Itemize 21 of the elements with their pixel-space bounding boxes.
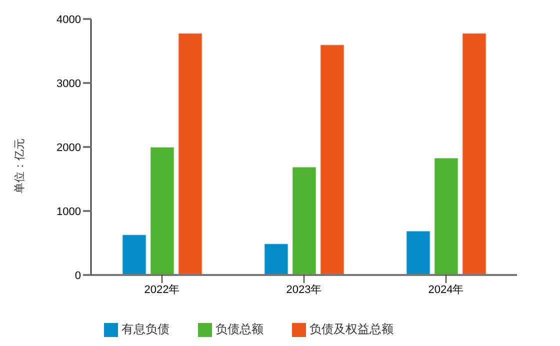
y-tick-label: 4000: [56, 14, 81, 26]
bar: [320, 44, 345, 275]
y-tick-label: 1000: [56, 206, 81, 218]
bar: [178, 32, 203, 275]
x-tick-label: 2022年: [144, 284, 180, 296]
y-tick-label: 2000: [56, 142, 81, 154]
bar: [434, 157, 459, 275]
legend-label: 负债总额: [216, 322, 264, 336]
bar: [462, 32, 487, 275]
legend-label: 有息负债: [122, 322, 170, 336]
x-tick-label: 2023年: [286, 284, 322, 296]
bar: [292, 166, 317, 275]
y-tick-label: 3000: [56, 78, 81, 90]
y-tick-label: 0: [74, 270, 81, 282]
x-tick-label: 2024年: [428, 284, 464, 296]
legend-label: 负债及权益总额: [310, 322, 394, 336]
bar: [264, 243, 289, 275]
bar: [122, 234, 147, 275]
y-axis-title: 单位：亿元: [13, 138, 27, 196]
bar: [406, 230, 431, 275]
bar: [150, 146, 175, 275]
